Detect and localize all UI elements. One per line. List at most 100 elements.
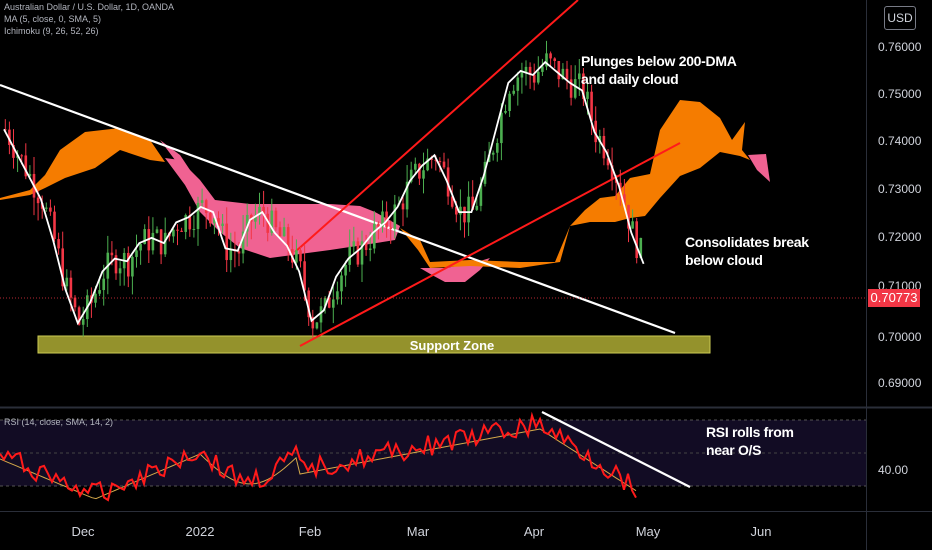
candle-body bbox=[598, 135, 602, 143]
candle-body bbox=[573, 79, 577, 98]
candle-body bbox=[327, 297, 331, 308]
candle-body bbox=[549, 53, 552, 59]
time-axis[interactable]: Dec 2022 Feb Mar Apr May Jun bbox=[71, 524, 771, 539]
ma-indicator-label[interactable]: MA (5, close, 0, SMA, 5) bbox=[4, 14, 102, 24]
candle-body bbox=[172, 229, 175, 237]
cloud-bearish-4 bbox=[748, 154, 770, 182]
candle-body bbox=[557, 60, 561, 80]
time-tick-label: 2022 bbox=[186, 524, 215, 539]
candle-body bbox=[323, 297, 327, 307]
candle-body bbox=[77, 307, 81, 325]
candle-body bbox=[418, 163, 421, 179]
candle-body bbox=[623, 194, 626, 205]
candle-body bbox=[442, 161, 446, 168]
price-tick-label: 0.69000 bbox=[878, 376, 922, 390]
candle-body bbox=[459, 206, 462, 215]
price-tick-label: 0.76000 bbox=[878, 40, 922, 54]
candle-body bbox=[98, 290, 101, 294]
annotation-rsi: RSI rolls from near O/S bbox=[706, 424, 794, 458]
candle-body bbox=[520, 72, 524, 78]
candle-body bbox=[352, 241, 356, 247]
candle-body bbox=[504, 111, 507, 113]
support-zone[interactable] bbox=[37, 335, 711, 354]
candle-body bbox=[163, 232, 167, 255]
price-tick-label: 0.72000 bbox=[878, 230, 922, 244]
candle-body bbox=[254, 215, 257, 222]
candle-body bbox=[20, 155, 23, 157]
candle-body bbox=[565, 68, 569, 80]
candle-body bbox=[307, 290, 310, 318]
ichimoku-indicator-label[interactable]: Ichimoku (9, 26, 52, 26) bbox=[4, 26, 99, 36]
candle-body bbox=[188, 215, 192, 230]
candle-body bbox=[286, 227, 290, 250]
annotation-dma-break: Plunges below 200-DMA and daily cloud bbox=[581, 53, 737, 87]
candle-body bbox=[340, 275, 343, 292]
candle-body bbox=[639, 237, 643, 259]
candle-body bbox=[434, 159, 438, 162]
candle-body bbox=[414, 163, 417, 170]
price-tick-label: 0.70000 bbox=[878, 330, 922, 344]
candle-body bbox=[131, 256, 134, 277]
price-axis[interactable]: 0.760000.750000.740000.730000.720000.710… bbox=[878, 40, 922, 477]
price-tick-label: 0.73000 bbox=[878, 182, 922, 196]
candle-body bbox=[155, 229, 159, 233]
candle-body bbox=[8, 129, 11, 146]
time-tick-label: Feb bbox=[299, 524, 321, 539]
candle-body bbox=[45, 207, 48, 209]
last-price-tag: 0.70773 bbox=[868, 289, 920, 307]
candle-body bbox=[225, 223, 228, 261]
candle-body bbox=[627, 204, 630, 229]
cloud-bearish-1 bbox=[165, 158, 400, 258]
candle-body bbox=[590, 91, 593, 121]
candle-body bbox=[524, 66, 528, 73]
ichimoku-cloud bbox=[0, 100, 770, 282]
candle-body bbox=[196, 202, 200, 230]
currency-button[interactable]: USD bbox=[884, 6, 916, 30]
candle-body bbox=[438, 161, 442, 163]
support-zone-label: Support Zone bbox=[410, 338, 495, 353]
candle-body bbox=[561, 68, 565, 80]
candle-body bbox=[471, 196, 474, 210]
candle-body bbox=[49, 207, 52, 212]
rsi-tick-label: 40.00 bbox=[878, 463, 908, 477]
candle-body bbox=[94, 293, 97, 303]
candle-body bbox=[258, 206, 261, 216]
candle-body bbox=[475, 205, 479, 210]
candle-body bbox=[541, 66, 544, 72]
candle-body bbox=[315, 322, 319, 329]
candle-body bbox=[586, 91, 589, 99]
candle-body bbox=[73, 297, 77, 308]
candle-body bbox=[500, 112, 503, 144]
candle-body bbox=[348, 246, 351, 265]
price-tick-label: 0.74000 bbox=[878, 134, 922, 148]
candle-body bbox=[364, 241, 368, 251]
candle-body bbox=[139, 244, 142, 251]
channel-upper-line bbox=[294, 0, 579, 253]
candle-body bbox=[455, 206, 458, 215]
candle-body bbox=[143, 229, 146, 245]
candle-body bbox=[200, 200, 204, 203]
rsi-trend-line[interactable] bbox=[541, 411, 691, 488]
candle-body bbox=[512, 90, 515, 94]
candle-body bbox=[229, 249, 233, 261]
candle-body bbox=[184, 215, 187, 232]
candle-body bbox=[360, 241, 364, 265]
candle-body bbox=[422, 170, 425, 179]
candle-body bbox=[213, 218, 216, 224]
candle-body bbox=[311, 317, 315, 329]
candle-body bbox=[135, 250, 138, 257]
candle-body bbox=[266, 213, 269, 233]
candle-body bbox=[450, 196, 454, 207]
candle-body bbox=[467, 196, 470, 223]
candle-body bbox=[389, 227, 392, 229]
candle-body bbox=[594, 120, 597, 143]
candle-body bbox=[532, 74, 536, 83]
candle-body bbox=[409, 169, 413, 182]
rsi-indicator-label[interactable]: RSI (14, close, SMA, 14, 2) bbox=[4, 417, 114, 427]
trend-lines[interactable] bbox=[0, 0, 681, 347]
time-tick-label: Mar bbox=[407, 524, 430, 539]
candle-body bbox=[606, 158, 610, 166]
candle-body bbox=[516, 77, 520, 91]
candle-body bbox=[377, 223, 380, 227]
